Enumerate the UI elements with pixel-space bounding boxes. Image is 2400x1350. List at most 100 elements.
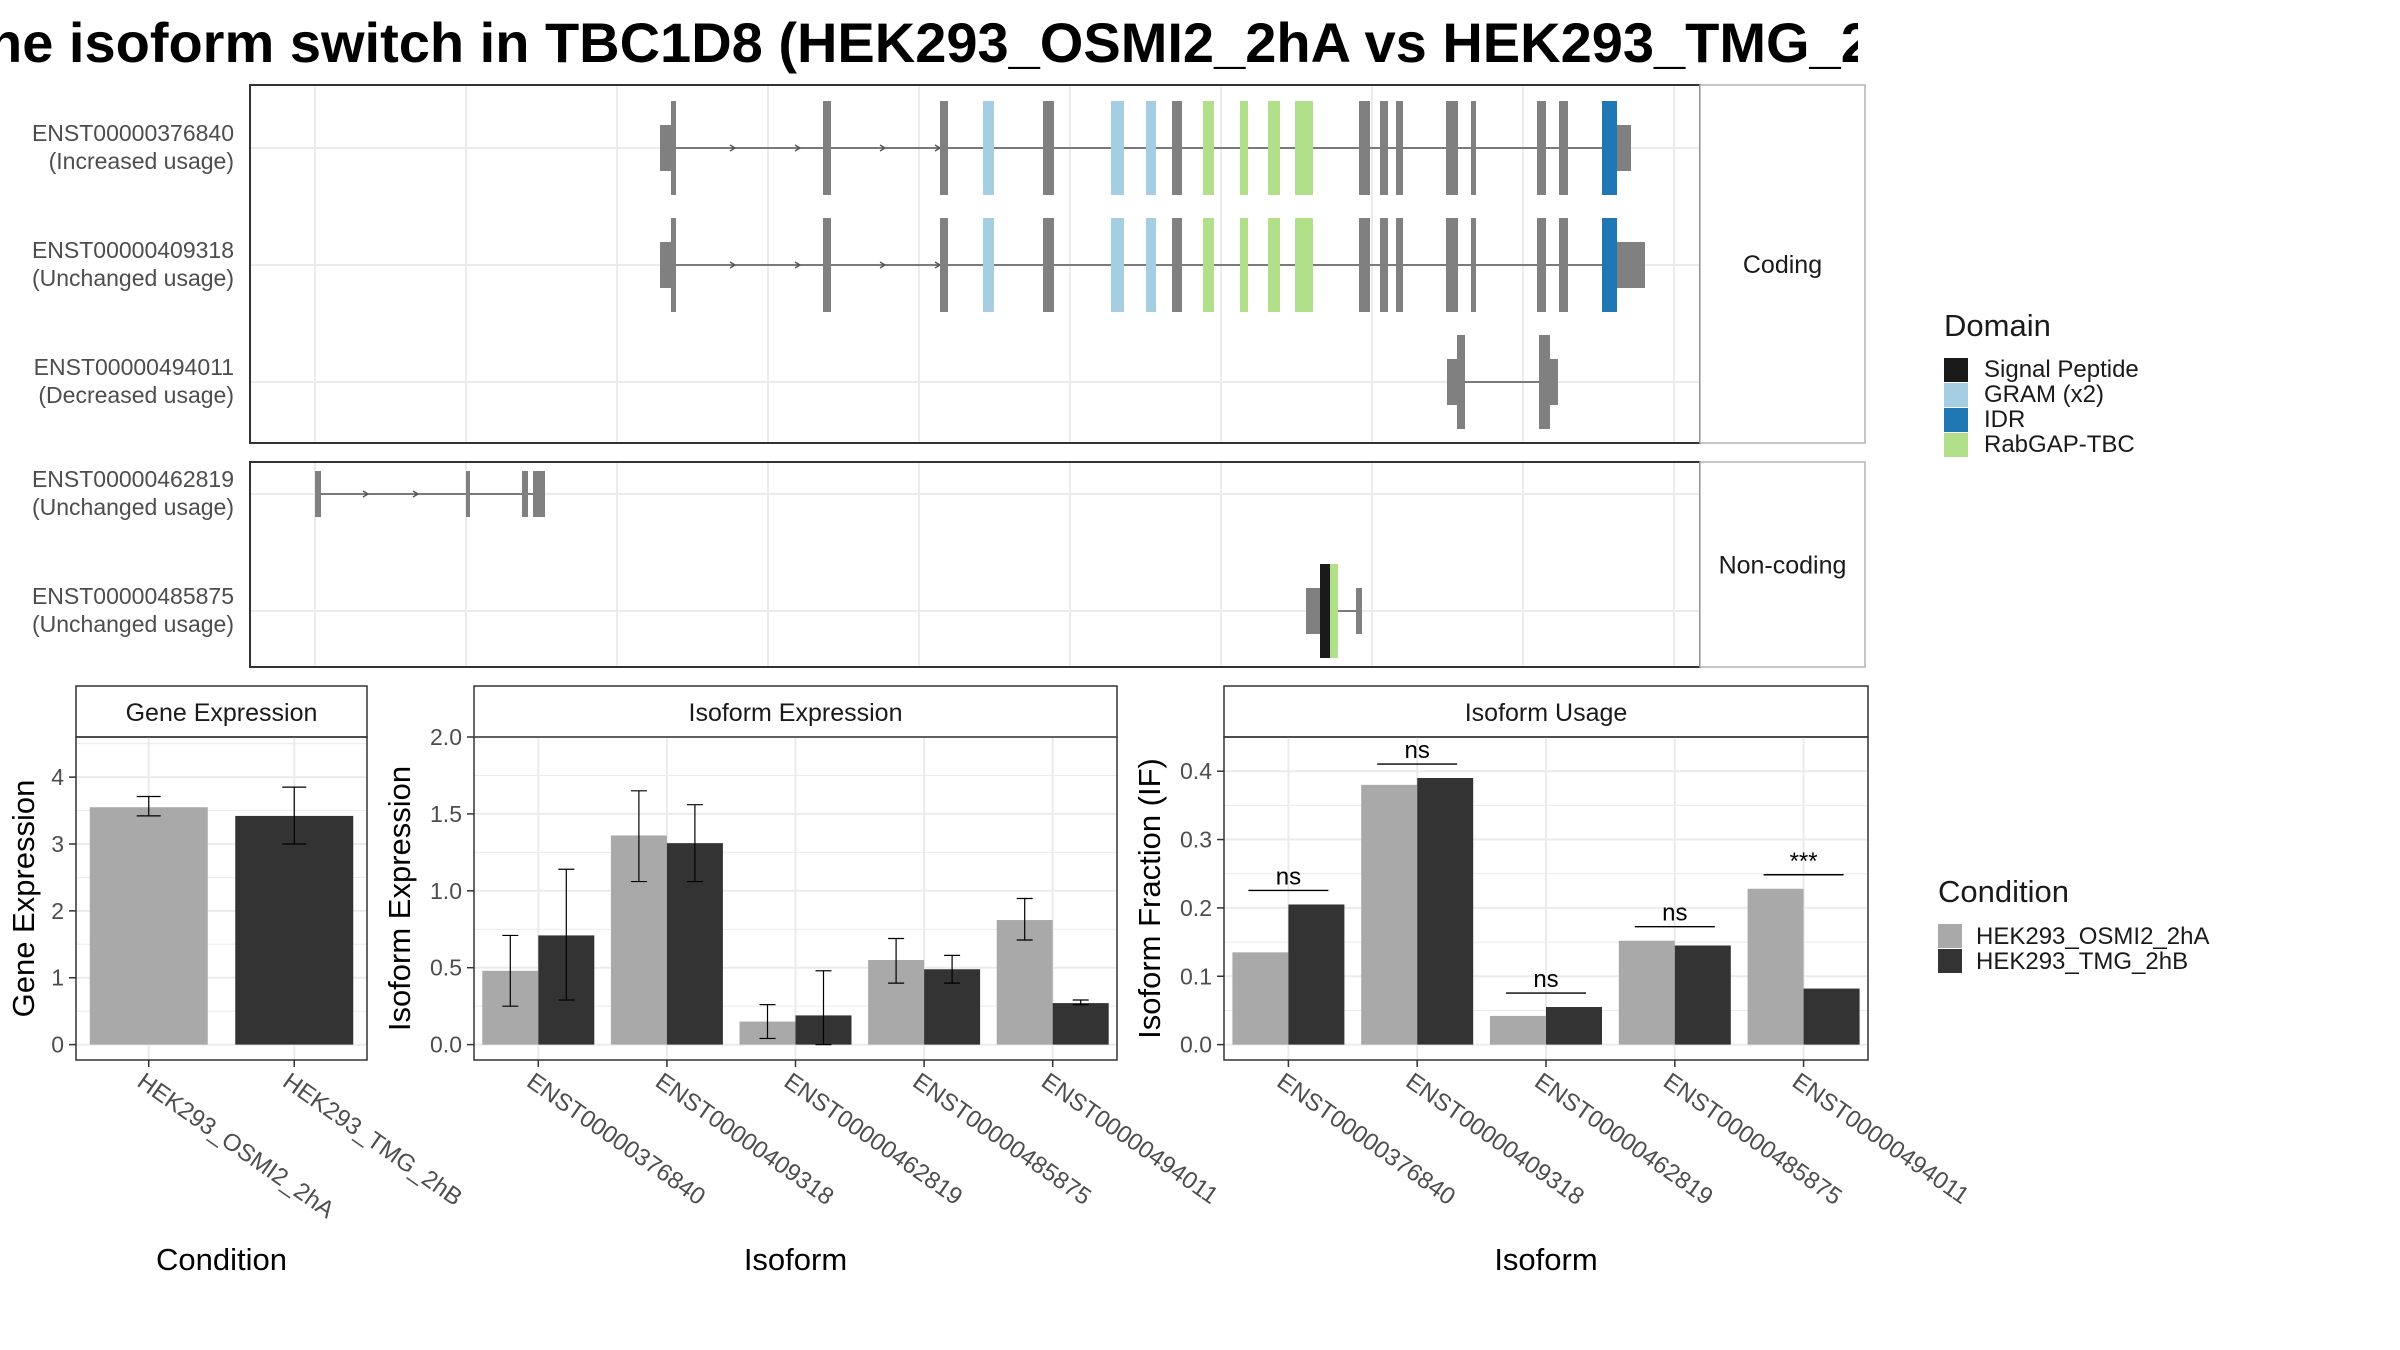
domain-legend-swatch [1944,408,1968,432]
facet-strip-label: Non-coding [1719,552,1847,580]
transcript-id-label: ENST00000409318 [32,237,234,263]
significance-label: *** [1790,848,1818,875]
exon-block [1471,218,1476,312]
facet-strip-box [473,685,1118,738]
domain-exon [1330,564,1338,658]
bar [1546,1007,1602,1045]
y-tick-label: 1 [51,965,64,991]
bar [996,920,1053,1045]
exon-block [823,218,831,312]
exon-block [1396,101,1403,195]
y-tick-label: 0.2 [1180,895,1212,921]
domain-exon [1111,218,1124,312]
y-axis-title: Gene Expression [6,780,41,1018]
y-tick-label: 4 [51,764,64,790]
exon-block [1447,359,1457,405]
domain-exon [1602,101,1617,195]
exon-block [1471,101,1476,195]
bar [1232,952,1289,1045]
y-tick-label: 2.0 [430,724,462,750]
exon-block [660,242,671,288]
exon-block [660,125,671,171]
y-tick-label: 0.3 [1180,827,1212,853]
domain-exon [1268,101,1280,195]
exon-block [1559,101,1568,195]
exon-block [1359,101,1370,195]
y-tick-label: 1.0 [430,878,462,904]
domain-exon [1295,101,1313,195]
transcript-id-label: ENST00000376840 [32,120,234,146]
bar [1052,1003,1109,1045]
domain-legend-swatch [1944,383,1968,407]
domain-exon [1203,218,1214,312]
strand-arrow [794,261,802,269]
domain-exon [983,101,994,195]
exon-block [1306,588,1320,634]
transcript-id-label: ENST00000494011 [34,354,234,380]
strand-arrow [362,490,370,498]
x-axis-title: Condition [156,1242,287,1277]
significance-label: ns [1276,863,1301,890]
bar [1417,778,1474,1045]
y-tick-label: 2 [51,898,64,924]
domain-legend-swatch [1944,358,1968,382]
exon-block [1550,359,1558,405]
transcript-status-label: (Decreased usage) [38,382,234,408]
y-tick-label: 0.1 [1180,963,1212,989]
bar [1747,888,1804,1045]
transcript-status-label: (Unchanged usage) [32,611,234,637]
strand-arrow [879,261,887,269]
structure-panel-background [250,462,1700,667]
bar-group [89,786,354,1045]
plot-panel-border [75,736,368,1061]
exon-block [1446,218,1458,312]
facet-strip-label: Coding [1743,251,1822,279]
y-axis-title: Isoform Expression [382,766,417,1031]
transcript-status-label: (Unchanged usage) [32,494,234,520]
transcript-id-label: ENST00000485875 [32,583,234,609]
significance-label: ns [1533,966,1558,993]
facet-strip-box [75,685,368,738]
exon-block [823,101,831,195]
domain-exon [1240,218,1248,312]
y-tick-label: 0 [51,1032,64,1058]
domain-exon [1295,218,1313,312]
exon-block [315,471,321,517]
y-tick-label: 0.0 [1180,1032,1212,1058]
bar [1618,940,1675,1045]
domain-legend-swatch [1944,433,1968,457]
bar [89,807,208,1045]
facet-strip-box [1699,461,1866,668]
exon-block [1380,101,1388,195]
facet-strip-label: Gene Expression [126,699,318,727]
exon-block [466,471,470,517]
domain-exon [1602,218,1617,312]
exon-block [1380,218,1388,312]
exon-block [1537,218,1546,312]
significance-label: ns [1662,900,1687,927]
domain-exon [1320,564,1330,658]
exon-block [1172,218,1182,312]
exon-block [1356,588,1362,634]
y-tick-label: 0.5 [430,955,462,981]
x-axis-title: Isoform [1494,1242,1597,1277]
bar [1490,1015,1546,1045]
condition-legend-label: HEK293_OSMI2_2hA [1976,923,2209,950]
exon-block [940,101,948,195]
strand-arrow [879,144,887,152]
exon-block [1043,101,1054,195]
exon-block [1359,218,1370,312]
transcript-id-label: ENST00000462819 [32,466,234,492]
strand-arrow [729,144,737,152]
exon-block [1396,218,1403,312]
condition-legend-label: HEK293_TMG_2hB [1976,948,2188,975]
exon-block [533,471,545,517]
domain-exon [1146,218,1156,312]
significance-label: ns [1405,737,1430,764]
facet-strip-label: Isoform Expression [689,699,903,727]
bar [1361,784,1418,1045]
exon-block [1446,101,1458,195]
exon-block [1172,101,1182,195]
strand-arrow [794,144,802,152]
